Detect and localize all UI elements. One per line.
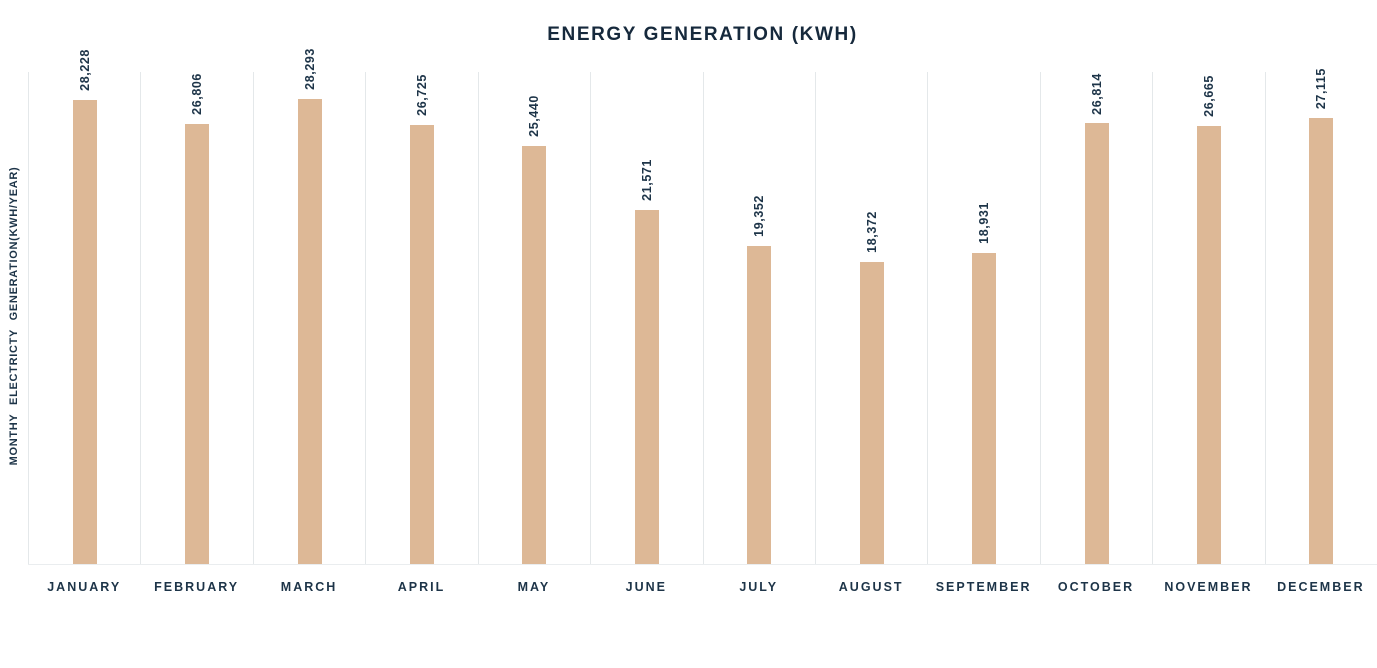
bar-april: 26,725: [409, 74, 434, 564]
bar-column-november: 26,665: [1152, 72, 1264, 564]
x-axis-labels-row: JANUARY FEBRUARY MARCH APRIL MAY JUNE JULY AUGU…: [28, 566, 1377, 594]
bar-value-label-october: 26,814: [1089, 72, 1104, 115]
bar-value-label-march: 28,293: [302, 48, 317, 91]
bar-august: 18,372: [859, 211, 884, 564]
x-axis-label-june: JUNE: [625, 580, 667, 594]
bar-value-label-june: 21,571: [639, 158, 654, 201]
x-axis-label-july: JULY: [739, 580, 779, 594]
bar-may: 25,440: [522, 95, 547, 564]
chart-title: ENERGY GENERATION (KWH): [547, 24, 858, 45]
bar-column-december: 27,115: [1264, 68, 1377, 564]
x-axis-label-february: FEBRUARY: [154, 580, 240, 594]
bar-column-april: 26,725: [365, 72, 477, 564]
bar-december: 27,115: [1309, 68, 1334, 564]
bar-column-july: 19,352: [702, 72, 815, 564]
bar-value-label-april: 26,725: [414, 73, 429, 116]
x-axis-label-april: APRIL: [397, 580, 446, 594]
bar-column-february: 26,806: [140, 72, 252, 564]
x-axis-label-december: DECEMBER: [1277, 580, 1365, 594]
bar-value-label-november: 26,665: [1201, 74, 1216, 117]
bar-march: 28,293: [297, 48, 322, 564]
y-axis-label: MONTHY ELECTRICTY GENERATION(KWH/YEAR): [8, 166, 20, 466]
bar-october: 26,814: [1084, 73, 1109, 564]
bar-column-march: 28,293: [252, 48, 365, 564]
bar-february: 26,806: [185, 73, 210, 564]
x-axis-label-march: MARCH: [280, 580, 338, 594]
bar-june: 21,571: [634, 159, 659, 564]
bar-value-label-may: 25,440: [527, 95, 542, 137]
bar-column-august: 18,372: [814, 72, 927, 564]
bar-value-label-july: 19,352: [752, 195, 767, 237]
bar-july: 19,352: [747, 195, 772, 564]
bar-value-label-december: 27,115: [1314, 68, 1329, 110]
x-axis-label-august: AUGUST: [838, 580, 904, 594]
bar-column-september: 18,931: [927, 72, 1039, 564]
x-axis-label-september: SEPTEMBER: [935, 580, 1032, 594]
x-axis-label-october: OCTOBER: [1057, 580, 1135, 594]
x-axis-label-may: MAY: [517, 580, 551, 594]
bar-september: 18,931: [972, 202, 997, 564]
bar-value-label-september: 18,931: [977, 202, 992, 244]
bar-january: 28,228: [72, 49, 97, 564]
bar-column-october: 26,814: [1039, 72, 1152, 564]
bar-column-may: 25,440: [477, 72, 590, 564]
bar-value-label-august: 18,372: [864, 211, 879, 254]
bar-november: 26,665: [1196, 75, 1221, 564]
plot-area: 28,228 26,806 28,293 26,725 25,440 21,571 19,3…: [28, 48, 1377, 565]
x-axis-label-january: JANUARY: [47, 580, 122, 594]
bar-value-label-january: 28,228: [77, 49, 92, 92]
x-axis-label-november: NOVEMBER: [1164, 580, 1253, 594]
bar-column-june: 21,571: [590, 72, 702, 564]
bar-value-label-february: 26,806: [190, 72, 205, 115]
bar-column-january: 28,228: [28, 49, 140, 564]
